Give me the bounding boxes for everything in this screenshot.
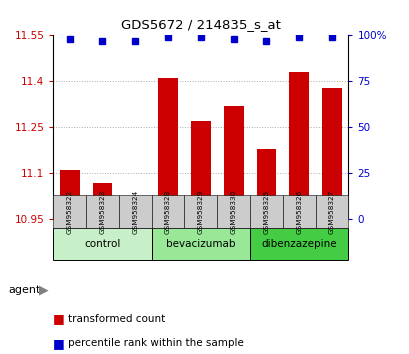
- Text: GSM958328: GSM958328: [165, 189, 171, 234]
- Text: GSM958323: GSM958323: [99, 189, 105, 234]
- Bar: [125, 216, 145, 219]
- Text: ■: ■: [53, 312, 65, 325]
- Bar: [321, 87, 341, 219]
- Bar: [223, 106, 243, 219]
- Title: GDS5672 / 214835_s_at: GDS5672 / 214835_s_at: [121, 18, 280, 32]
- Text: transformed count: transformed count: [67, 314, 164, 324]
- Bar: [289, 72, 308, 219]
- Text: dibenzazepine: dibenzazepine: [261, 239, 336, 249]
- Text: GSM958325: GSM958325: [263, 189, 269, 234]
- Text: agent: agent: [8, 285, 40, 295]
- Text: GSM958329: GSM958329: [198, 189, 203, 234]
- Bar: [256, 149, 276, 219]
- Text: GSM958330: GSM958330: [230, 189, 236, 234]
- Text: GSM958324: GSM958324: [132, 189, 138, 234]
- Text: GSM958322: GSM958322: [67, 189, 72, 234]
- Text: control: control: [84, 239, 120, 249]
- Bar: [60, 170, 79, 219]
- Bar: [191, 121, 210, 219]
- Text: bevacizumab: bevacizumab: [166, 239, 235, 249]
- Text: percentile rank within the sample: percentile rank within the sample: [67, 338, 243, 348]
- Text: ■: ■: [53, 337, 65, 350]
- Bar: [158, 78, 178, 219]
- Text: GSM958327: GSM958327: [328, 189, 334, 234]
- Text: GSM958326: GSM958326: [296, 189, 301, 234]
- Text: ▶: ▶: [39, 284, 48, 297]
- Bar: [92, 183, 112, 219]
